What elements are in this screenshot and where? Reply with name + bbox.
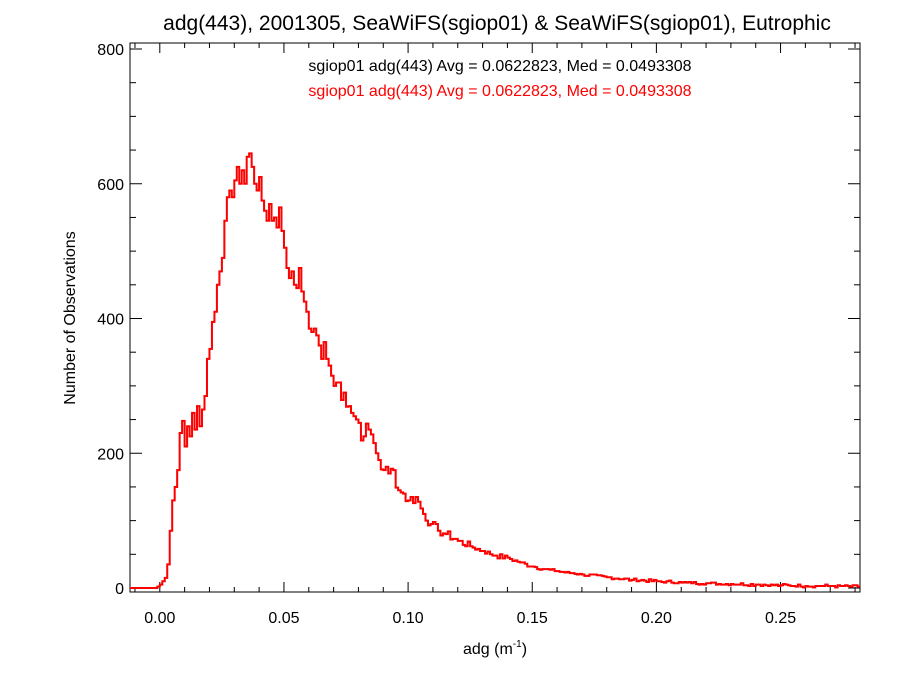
x-tick-label: 0.00	[144, 610, 175, 627]
y-axis-label: Number of Observations	[62, 231, 79, 404]
plot-frame	[129, 42, 861, 593]
x-axis-label-suffix: )	[522, 641, 527, 658]
x-tick-label: 0.15	[517, 610, 548, 627]
x-tick-label: 0.20	[641, 610, 672, 627]
x-axis-label-main: adg (m	[463, 641, 513, 658]
x-tick-labels: 0.00 0.05 0.10 0.15 0.20 0.25	[144, 610, 796, 627]
stats-annotation-red: sgiop01 adg(443) Avg = 0.0622823, Med = …	[308, 83, 691, 100]
y-tick-label: 200	[97, 446, 124, 463]
y-tick-label: 400	[97, 312, 124, 329]
x-axis-label-superscript: -1	[513, 639, 522, 650]
y-tick-label: 800	[97, 42, 124, 59]
histogram-series-red	[130, 152, 860, 589]
y-tick-label: 600	[97, 177, 124, 194]
x-tick-label: 0.25	[765, 610, 796, 627]
x-tick-label: 0.10	[393, 610, 424, 627]
y-tick-labels: 0 200 400 600 800	[97, 42, 124, 598]
axis-ticks	[130, 43, 860, 592]
histogram-series-black	[130, 152, 860, 589]
chart-title: adg(443), 2001305, SeaWiFS(sgiop01) & Se…	[163, 12, 831, 35]
x-tick-label: 0.05	[268, 610, 299, 627]
stats-annotation-black: sgiop01 adg(443) Avg = 0.0622823, Med = …	[308, 58, 691, 75]
y-tick-label: 0	[115, 581, 124, 598]
x-axis-label: adg (m-1)	[463, 639, 527, 658]
histogram-series-layer	[130, 152, 860, 589]
